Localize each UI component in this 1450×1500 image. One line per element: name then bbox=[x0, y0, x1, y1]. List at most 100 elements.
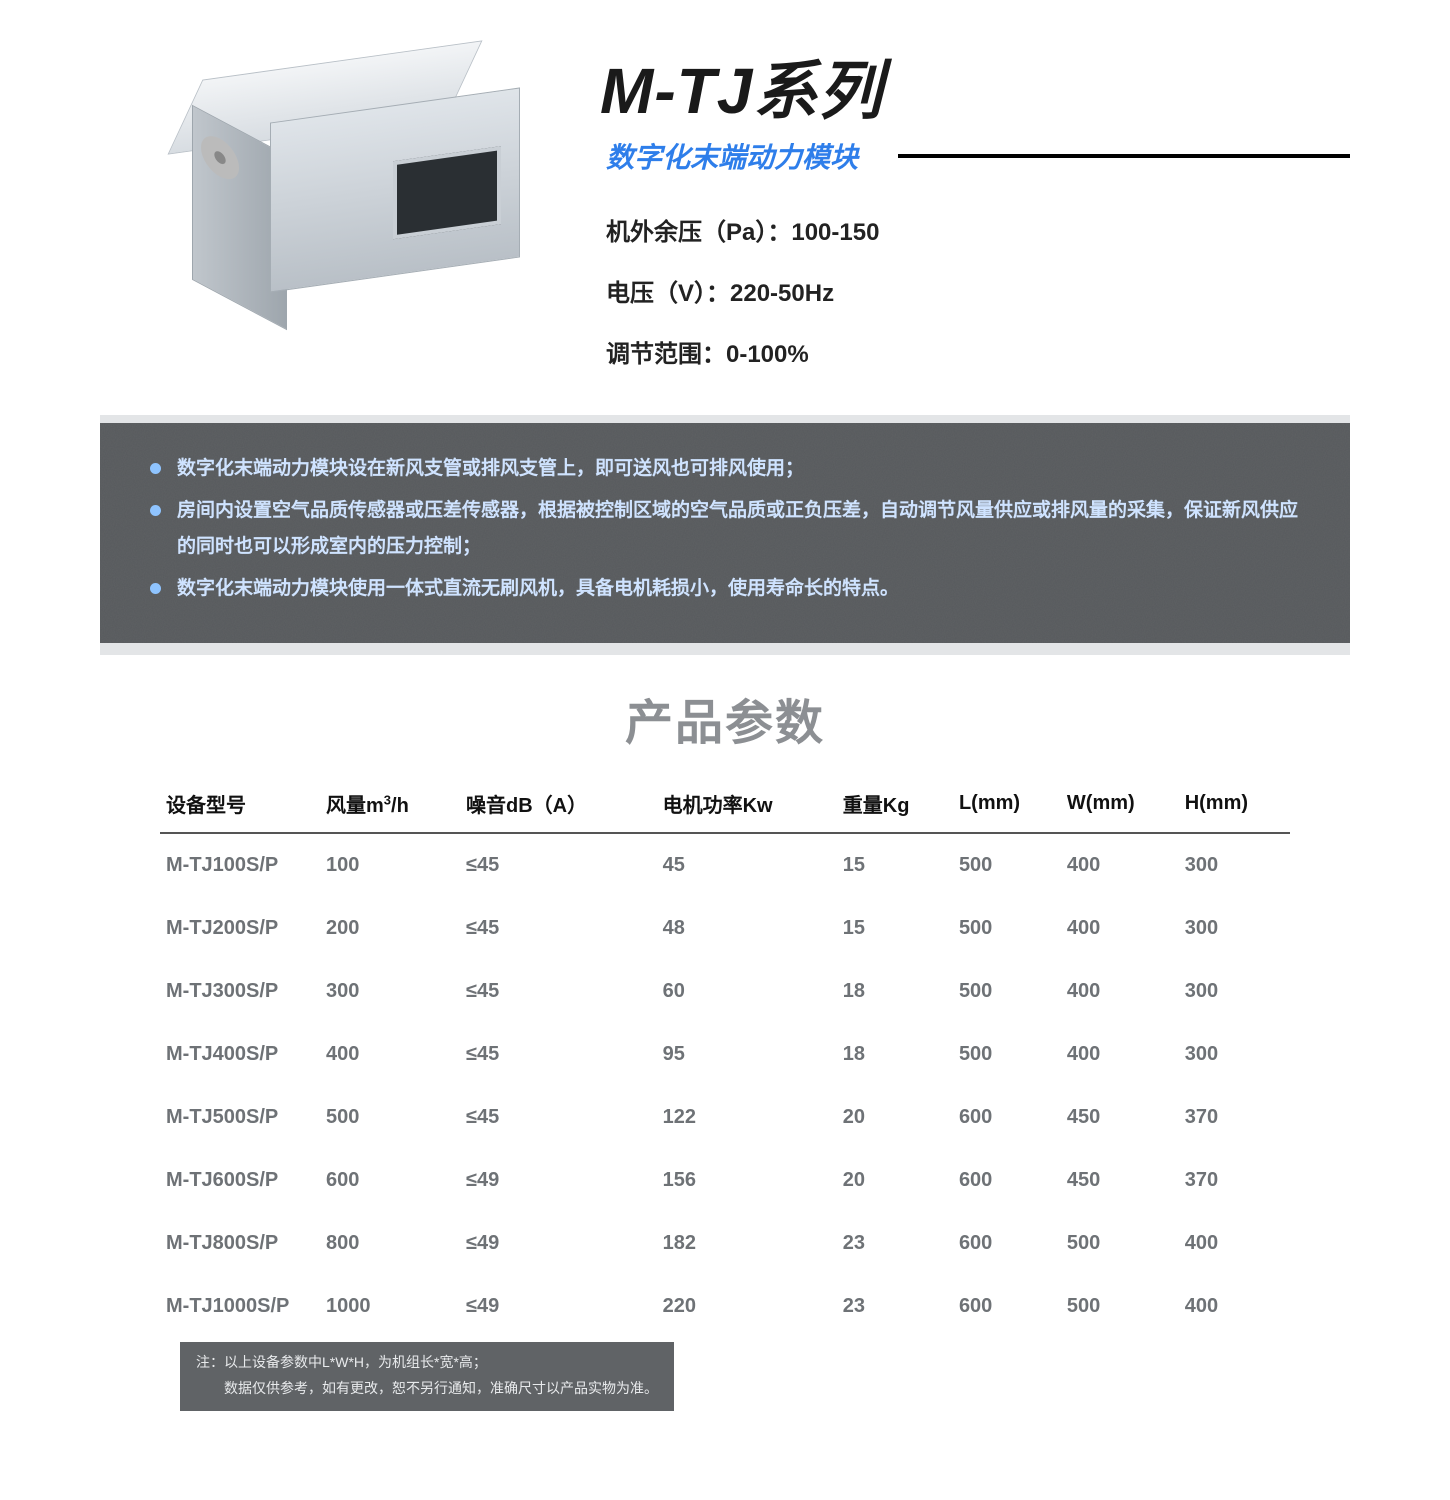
table-cell: 400 bbox=[1061, 1023, 1179, 1086]
feature-band: 数字化末端动力模块设在新风支管或排风支管上，即可送风也可排风使用； 房间内设置空… bbox=[100, 415, 1350, 655]
table-cell: 15 bbox=[837, 897, 953, 960]
table-cell: ≤45 bbox=[460, 897, 657, 960]
bullet-icon bbox=[150, 583, 161, 594]
table-cell: 95 bbox=[657, 1023, 837, 1086]
table-row: M-TJ100S/P100≤454515500400300 bbox=[160, 833, 1290, 897]
table-cell: ≤45 bbox=[460, 960, 657, 1023]
table-cell: 600 bbox=[953, 1275, 1061, 1338]
table-cell: ≤49 bbox=[460, 1275, 657, 1338]
table-cell: ≤45 bbox=[460, 1086, 657, 1149]
footnote-line: 数据仅供参考，如有更改，恕不另行通知，准确尺寸以产品实物为准。 bbox=[196, 1376, 658, 1401]
table-cell: 23 bbox=[837, 1275, 953, 1338]
table-cell: M-TJ300S/P bbox=[160, 960, 320, 1023]
bullet-icon bbox=[150, 505, 161, 516]
table-cell: 23 bbox=[837, 1212, 953, 1275]
table-cell: 300 bbox=[1179, 1023, 1290, 1086]
feature-text: 数字化末端动力模块使用一体式直流无刷风机，具备电机耗损小，使用寿命长的特点。 bbox=[177, 571, 899, 607]
table-cell: 45 bbox=[657, 833, 837, 897]
table-cell: 500 bbox=[320, 1086, 460, 1149]
spec-table: 设备型号 风量m3/h 噪音dB（A） 电机功率Kw 重量Kg L(mm) W(… bbox=[160, 779, 1290, 1338]
table-cell: ≤45 bbox=[460, 833, 657, 897]
table-row: M-TJ1000S/P1000≤4922023600500400 bbox=[160, 1275, 1290, 1338]
col-power: 电机功率Kw bbox=[657, 779, 837, 833]
hero-spec-list: 机外余压（Pa）：100-150 电压（V）：220-50Hz 调节范围：0-1… bbox=[600, 212, 1350, 369]
table-cell: 500 bbox=[953, 960, 1061, 1023]
table-cell: 400 bbox=[320, 1023, 460, 1086]
table-cell: ≤49 bbox=[460, 1212, 657, 1275]
feature-text: 房间内设置空气品质传感器或压差传感器，根据被控制区域的空气品质或正负压差，自动调… bbox=[177, 493, 1300, 565]
product-title: M-TJ系列 bbox=[600, 40, 1350, 132]
feature-item: 房间内设置空气品质传感器或压差传感器，根据被控制区域的空气品质或正负压差，自动调… bbox=[150, 493, 1300, 565]
col-airflow: 风量m3/h bbox=[320, 779, 460, 833]
table-cell: 60 bbox=[657, 960, 837, 1023]
bullet-icon bbox=[150, 463, 161, 474]
table-row: M-TJ600S/P600≤4915620600450370 bbox=[160, 1149, 1290, 1212]
table-cell: 370 bbox=[1179, 1086, 1290, 1149]
hero-section: M-TJ系列 数字化末端动力模块 机外余压（Pa）：100-150 电压（V）：… bbox=[0, 0, 1450, 415]
table-cell: M-TJ400S/P bbox=[160, 1023, 320, 1086]
table-cell: 400 bbox=[1179, 1275, 1290, 1338]
col-noise: 噪音dB（A） bbox=[460, 779, 657, 833]
table-cell: 156 bbox=[657, 1149, 837, 1212]
params-title: 产品参数 bbox=[160, 683, 1290, 753]
params-section: 产品参数 设备型号 风量m3/h 噪音dB（A） 电机功率Kw 重量Kg L(m… bbox=[0, 655, 1450, 1410]
title-rule bbox=[898, 154, 1350, 158]
table-row: M-TJ800S/P800≤4918223600500400 bbox=[160, 1212, 1290, 1275]
table-cell: ≤49 bbox=[460, 1149, 657, 1212]
footnote-line: 注：以上设备参数中L*W*H，为机组长*宽*高； bbox=[196, 1350, 658, 1375]
table-cell: 20 bbox=[837, 1086, 953, 1149]
product-subtitle: 数字化末端动力模块 bbox=[606, 136, 858, 176]
table-row: M-TJ300S/P300≤456018500400300 bbox=[160, 960, 1290, 1023]
footnote: 注：以上设备参数中L*W*H，为机组长*宽*高； 数据仅供参考，如有更改，恕不另… bbox=[180, 1342, 674, 1410]
table-cell: M-TJ1000S/P bbox=[160, 1275, 320, 1338]
table-row: M-TJ200S/P200≤454815500400300 bbox=[160, 897, 1290, 960]
table-cell: 600 bbox=[320, 1149, 460, 1212]
table-cell: 48 bbox=[657, 897, 837, 960]
table-cell: M-TJ800S/P bbox=[160, 1212, 320, 1275]
table-cell: 370 bbox=[1179, 1149, 1290, 1212]
table-cell: M-TJ100S/P bbox=[160, 833, 320, 897]
table-cell: 600 bbox=[953, 1149, 1061, 1212]
table-cell: 122 bbox=[657, 1086, 837, 1149]
col-weight: 重量Kg bbox=[837, 779, 953, 833]
table-cell: 400 bbox=[1061, 897, 1179, 960]
table-cell: 500 bbox=[953, 897, 1061, 960]
table-cell: 450 bbox=[1061, 1149, 1179, 1212]
table-cell: 500 bbox=[953, 833, 1061, 897]
table-cell: 200 bbox=[320, 897, 460, 960]
table-cell: 400 bbox=[1179, 1212, 1290, 1275]
hero-spec: 机外余压（Pa）：100-150 bbox=[606, 212, 1350, 247]
table-cell: 450 bbox=[1061, 1086, 1179, 1149]
table-cell: 300 bbox=[1179, 897, 1290, 960]
table-cell: 300 bbox=[320, 960, 460, 1023]
table-cell: M-TJ500S/P bbox=[160, 1086, 320, 1149]
table-cell: M-TJ200S/P bbox=[160, 897, 320, 960]
table-cell: 300 bbox=[1179, 833, 1290, 897]
table-cell: 100 bbox=[320, 833, 460, 897]
table-cell: 1000 bbox=[320, 1275, 460, 1338]
col-w: W(mm) bbox=[1061, 779, 1179, 833]
table-cell: 15 bbox=[837, 833, 953, 897]
table-cell: 20 bbox=[837, 1149, 953, 1212]
table-cell: 400 bbox=[1061, 833, 1179, 897]
table-cell: 18 bbox=[837, 960, 953, 1023]
table-cell: 220 bbox=[657, 1275, 837, 1338]
col-model: 设备型号 bbox=[160, 779, 320, 833]
table-cell: 500 bbox=[953, 1023, 1061, 1086]
table-cell: 18 bbox=[837, 1023, 953, 1086]
hero-spec: 电压（V）：220-50Hz bbox=[606, 273, 1350, 308]
table-cell: 600 bbox=[953, 1212, 1061, 1275]
table-cell: 500 bbox=[1061, 1212, 1179, 1275]
table-cell: 800 bbox=[320, 1212, 460, 1275]
feature-text: 数字化末端动力模块设在新风支管或排风支管上，即可送风也可排风使用； bbox=[177, 451, 804, 487]
col-h: H(mm) bbox=[1179, 779, 1290, 833]
col-l: L(mm) bbox=[953, 779, 1061, 833]
feature-item: 数字化末端动力模块设在新风支管或排风支管上，即可送风也可排风使用； bbox=[150, 451, 1300, 487]
table-cell: ≤45 bbox=[460, 1023, 657, 1086]
table-cell: 182 bbox=[657, 1212, 837, 1275]
table-header-row: 设备型号 风量m3/h 噪音dB（A） 电机功率Kw 重量Kg L(mm) W(… bbox=[160, 779, 1290, 833]
table-cell: 500 bbox=[1061, 1275, 1179, 1338]
hero-spec: 调节范围：0-100% bbox=[606, 334, 1350, 369]
table-row: M-TJ400S/P400≤459518500400300 bbox=[160, 1023, 1290, 1086]
table-cell: M-TJ600S/P bbox=[160, 1149, 320, 1212]
